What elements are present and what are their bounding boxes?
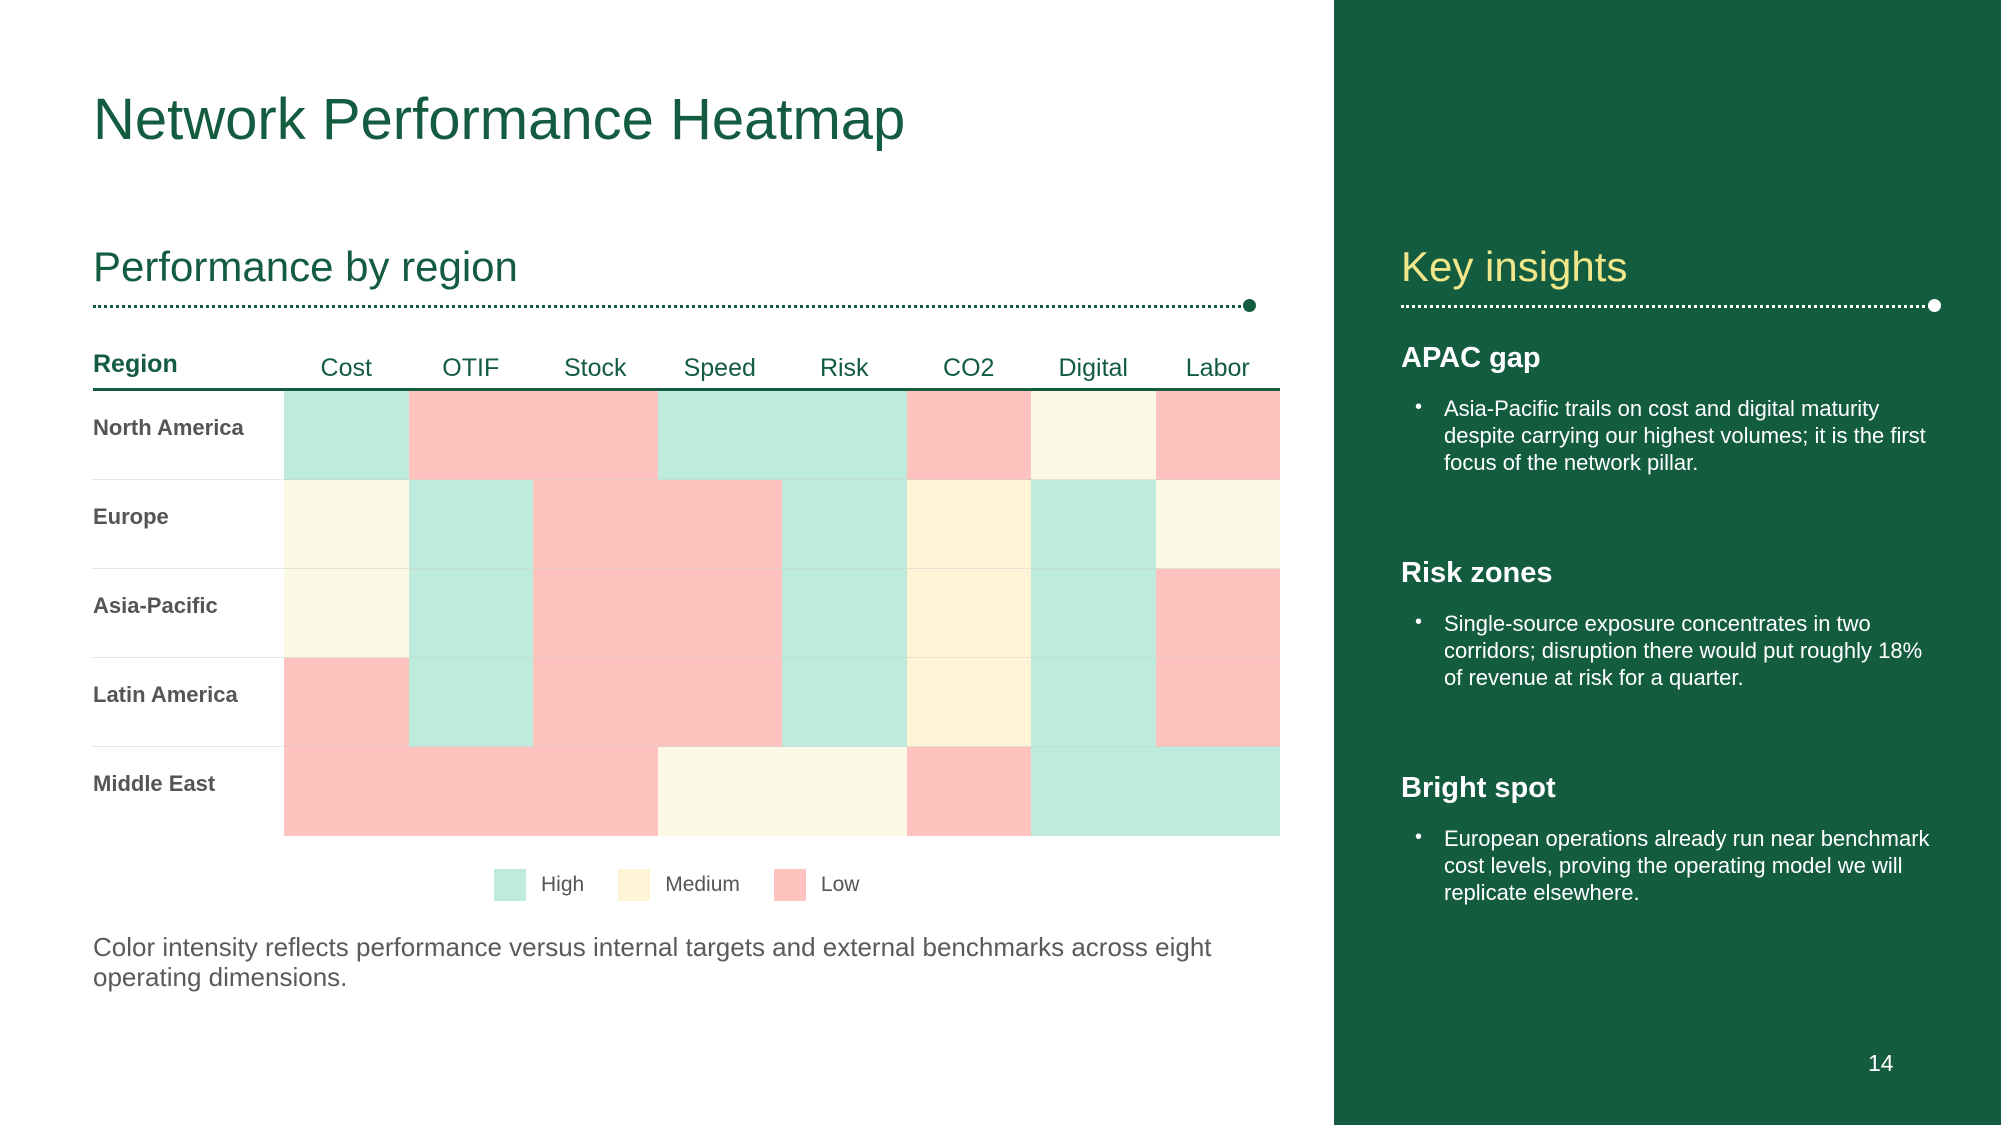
- legend-label-high: High: [541, 873, 585, 896]
- insight-text: Single-source exposure concentrates in t…: [1444, 611, 1923, 690]
- legend-swatch-high: [494, 869, 526, 901]
- heatmap-footnote: Color intensity reflects performance ver…: [93, 932, 1212, 992]
- column-header-labor: Labor: [1185, 354, 1250, 382]
- legend-label-low: Low: [820, 873, 860, 896]
- heatmap-cell: [657, 480, 782, 569]
- insight-apac-gap: APAC gap • Asia-Pacific trails on cost a…: [1401, 342, 1941, 476]
- heatmap-cell: [906, 658, 1031, 747]
- insight-bright-spot: Bright spot • European operations alread…: [1401, 772, 1941, 906]
- heatmap-cell: [533, 569, 658, 658]
- heatmap-row: Asia-Pacific: [93, 569, 1280, 658]
- heatmap: Region Cost OTIF Stock Speed Risk CO2 Digital L…: [93, 342, 1280, 836]
- section-divider: [93, 305, 1247, 308]
- insight-bullet: • Single-source exposure concentrates in…: [1401, 610, 1941, 691]
- heatmap-cell: [408, 569, 533, 658]
- heatmap-cell: [533, 391, 658, 480]
- heatmap-cell: [1155, 480, 1280, 569]
- bullet-icon: •: [1415, 611, 1423, 633]
- heatmap-cell: [782, 480, 907, 569]
- bullet-icon: •: [1415, 396, 1423, 418]
- heatmap-row: Middle East: [93, 747, 1280, 836]
- heatmap-row: Europe: [93, 480, 1280, 569]
- heatmap-cell: [906, 747, 1031, 836]
- insight-heading: Bright spot: [1401, 772, 1556, 804]
- heatmap-cell: [657, 747, 782, 836]
- legend-item-medium: Medium: [618, 869, 740, 901]
- heatmap-cell: [657, 391, 782, 480]
- heatmap-cell: [1031, 391, 1156, 480]
- row-label: Latin America: [93, 682, 238, 707]
- heatmap-body: North America Europe Asia-Pacific Latin Ame…: [93, 391, 1280, 836]
- heatmap-header: Region Cost OTIF Stock Speed Risk CO2 Digital L…: [93, 342, 1280, 391]
- page-number: 14: [1868, 1050, 1894, 1076]
- column-header-digital: Digital: [1058, 354, 1128, 382]
- heatmap-cell: [533, 658, 658, 747]
- column-header-otif: OTIF: [442, 354, 500, 382]
- heatmap-cell: [906, 569, 1031, 658]
- panel-divider: [1401, 305, 1931, 308]
- column-header-co2: CO2: [943, 354, 995, 382]
- heatmap-cell: [1031, 658, 1156, 747]
- key-insights-panel: Key insights APAC gap • Asia-Pacific tra…: [1334, 0, 2001, 1125]
- column-header-risk: Risk: [819, 354, 869, 382]
- heatmap-cell: [533, 480, 658, 569]
- heatmap-cell: [284, 480, 409, 569]
- heatmap-cell: [782, 747, 907, 836]
- heatmap-cell: [408, 391, 533, 480]
- heatmap-cell: [1155, 391, 1280, 480]
- heatmap-cell: [284, 747, 409, 836]
- heatmap-cell: [657, 569, 782, 658]
- panel-divider-end-dot: [1928, 299, 1941, 312]
- heatmap-cell: [1155, 569, 1280, 658]
- heatmap-legend: High Medium Low: [494, 869, 893, 901]
- column-header-speed: Speed: [683, 354, 756, 382]
- insight-risk-zones: Risk zones • Single-source exposure conc…: [1401, 557, 1941, 691]
- slide-title: Network Performance Heatmap: [93, 87, 906, 152]
- insight-heading: Risk zones: [1401, 557, 1553, 589]
- heatmap-cell: [408, 480, 533, 569]
- divider-end-dot: [1243, 299, 1256, 312]
- legend-item-low: Low: [773, 869, 860, 901]
- heatmap-cell: [1031, 480, 1156, 569]
- heatmap-cell: [284, 658, 409, 747]
- heatmap-cell: [782, 569, 907, 658]
- heatmap-cell: [284, 391, 409, 480]
- heatmap-row: Latin America: [93, 658, 1280, 747]
- insight-bullet: • Asia-Pacific trails on cost and digita…: [1401, 395, 1941, 476]
- heatmap-cell: [1155, 747, 1280, 836]
- heatmap-cell: [782, 391, 907, 480]
- row-label: North America: [93, 415, 244, 440]
- heatmap-cell: [408, 658, 533, 747]
- column-header-stock: Stock: [563, 354, 627, 382]
- legend-label-medium: Medium: [665, 873, 740, 896]
- legend-swatch-low: [773, 869, 806, 901]
- section-title: Performance by region: [93, 243, 518, 290]
- heatmap-cell: [1031, 569, 1156, 658]
- heatmap-cell: [906, 480, 1031, 569]
- bullet-icon: •: [1415, 826, 1423, 848]
- row-label: Asia-Pacific: [93, 593, 218, 618]
- insight-text: Asia-Pacific trails on cost and digital …: [1444, 396, 1926, 475]
- metric-column-headers: Cost OTIF Stock Speed Risk CO2 Digital Labor: [284, 354, 1280, 383]
- heatmap-cell: [284, 569, 409, 658]
- row-label: Europe: [93, 504, 169, 529]
- heatmap-cell: [408, 747, 533, 836]
- legend-swatch-medium: [618, 869, 651, 901]
- heatmap-cell: [782, 658, 907, 747]
- heatmap-cell: [1031, 747, 1156, 836]
- row-label: Middle East: [93, 771, 216, 796]
- column-header-cost: Cost: [320, 354, 372, 382]
- insight-text: European operations already run near ben…: [1444, 826, 1930, 905]
- heatmap-cell: [657, 658, 782, 747]
- heatmap-row: North America: [93, 391, 1280, 480]
- region-column-header: Region: [93, 350, 178, 378]
- legend-item-high: High: [494, 869, 584, 901]
- panel-title: Key insights: [1401, 243, 1628, 290]
- insight-heading: APAC gap: [1401, 342, 1541, 374]
- heatmap-cell: [1155, 658, 1280, 747]
- heatmap-cell: [533, 747, 658, 836]
- heatmap-cell: [906, 391, 1031, 480]
- insight-bullet: • European operations already run near b…: [1401, 825, 1941, 906]
